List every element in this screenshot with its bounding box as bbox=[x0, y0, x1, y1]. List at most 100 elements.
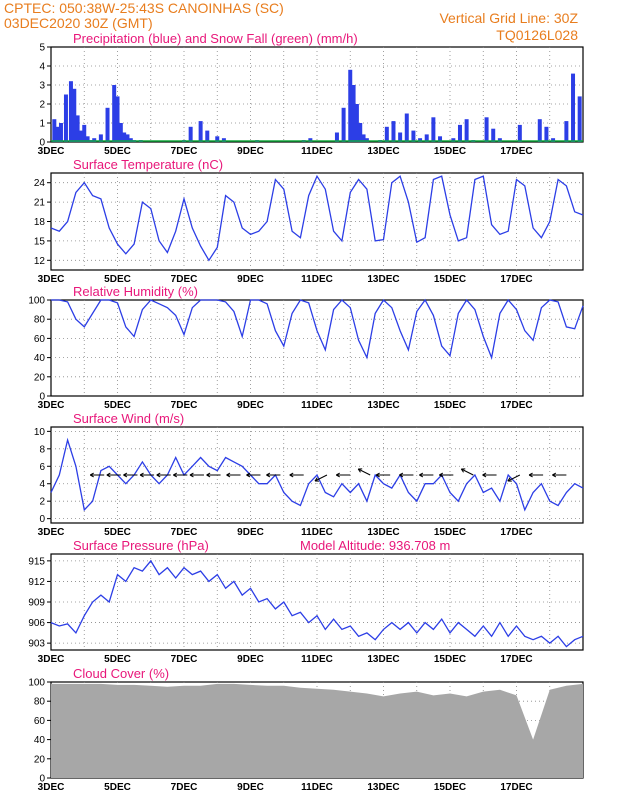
wind-arrow-14 bbox=[357, 468, 371, 476]
precip-bar-64 bbox=[438, 136, 443, 142]
y-tick-label-3-5: 10 bbox=[34, 427, 46, 438]
x-tick-label-1-1: 5DEC bbox=[104, 274, 131, 285]
y-tick-label-0-0: 0 bbox=[39, 138, 45, 149]
y-tick-label-5-2: 40 bbox=[34, 735, 46, 746]
wind-arrowhead-19 bbox=[460, 468, 466, 473]
x-tick-label-0-5: 13DEC bbox=[367, 146, 399, 157]
panel-title-5: Cloud Cover (%) bbox=[73, 666, 169, 681]
precip-bar-58 bbox=[398, 132, 403, 142]
y-tick-label-0-2: 2 bbox=[39, 100, 45, 111]
x-tick-label-2-0: 3DEC bbox=[38, 400, 65, 411]
precip-bar-3 bbox=[63, 94, 68, 142]
y-tick-label-1-0: 12 bbox=[34, 256, 46, 267]
panel-title-1: Surface Temperature (nC) bbox=[73, 157, 223, 172]
y-tick-label-4-2: 909 bbox=[28, 598, 45, 609]
precip-bar-11 bbox=[92, 138, 97, 142]
x-tick-label-5-4: 11DEC bbox=[301, 782, 333, 793]
precip-bar-57 bbox=[391, 121, 396, 142]
precip-bar-47 bbox=[341, 107, 346, 142]
precip-bar-19 bbox=[128, 138, 133, 142]
y-tick-label-0-4: 4 bbox=[39, 62, 45, 73]
wind-arrowhead-12 bbox=[314, 477, 319, 482]
x-tick-label-0-1: 5DEC bbox=[104, 146, 131, 157]
y-tick-label-0-5: 5 bbox=[39, 43, 45, 54]
x-tick-label-4-3: 9DEC bbox=[237, 654, 264, 665]
precip-bar-59 bbox=[404, 113, 409, 142]
precip-bar-85 bbox=[577, 96, 582, 142]
precip-bar-79 bbox=[537, 119, 542, 142]
precip-bar-71 bbox=[484, 117, 489, 142]
y-tick-label-5-1: 20 bbox=[34, 754, 46, 765]
x-tick-label-4-0: 3DEC bbox=[38, 654, 65, 665]
x-tick-label-2-7: 17DEC bbox=[500, 400, 532, 411]
precip-bar-12 bbox=[98, 134, 103, 142]
y-tick-label-2-2: 40 bbox=[34, 353, 46, 364]
y-tick-label-2-1: 20 bbox=[34, 372, 46, 383]
y-tick-label-1-1: 15 bbox=[34, 236, 46, 247]
x-tick-label-2-1: 5DEC bbox=[104, 400, 131, 411]
series-line-4 bbox=[50, 559, 584, 648]
precip-bar-48 bbox=[348, 69, 353, 142]
x-tick-label-4-4: 11DEC bbox=[301, 654, 333, 665]
wind-arrow-19 bbox=[461, 468, 474, 476]
x-tick-label-5-3: 9DEC bbox=[237, 782, 264, 793]
x-tick-label-3-4: 11DEC bbox=[301, 527, 333, 538]
series-line-2 bbox=[51, 298, 584, 360]
wind-arrowhead-20 bbox=[482, 472, 487, 478]
wind-arrowhead-23 bbox=[552, 472, 557, 478]
x-tick-label-5-0: 3DEC bbox=[38, 782, 65, 793]
y-tick-label-5-4: 80 bbox=[34, 697, 46, 708]
wind-arrowhead-15 bbox=[375, 472, 380, 478]
precip-bar-63 bbox=[431, 117, 436, 142]
x-tick-label-0-2: 7DEC bbox=[171, 146, 198, 157]
x-tick-label-3-7: 17DEC bbox=[500, 527, 532, 538]
precip-bar-13 bbox=[105, 107, 110, 142]
precip-bar-30 bbox=[215, 136, 220, 142]
y-tick-label-3-3: 6 bbox=[39, 462, 45, 473]
precip-bar-62 bbox=[424, 134, 429, 142]
precip-bar-7 bbox=[78, 130, 83, 142]
x-tick-label-3-3: 9DEC bbox=[237, 527, 264, 538]
precip-bar-53 bbox=[364, 138, 369, 142]
x-tick-label-3-5: 13DEC bbox=[367, 527, 399, 538]
precip-bar-14 bbox=[112, 85, 117, 142]
x-tick-label-5-1: 5DEC bbox=[104, 782, 131, 793]
precip-bar-52 bbox=[361, 134, 366, 142]
precip-bar-50 bbox=[354, 104, 359, 142]
series-line-3 bbox=[50, 437, 584, 512]
x-tick-label-4-5: 13DEC bbox=[367, 654, 399, 665]
wind-arrowhead-4 bbox=[156, 472, 161, 478]
precip-bar-18 bbox=[125, 134, 130, 142]
y-tick-label-3-2: 4 bbox=[39, 479, 45, 490]
x-tick-label-5-7: 17DEC bbox=[500, 782, 532, 793]
y-tick-label-0-1: 1 bbox=[39, 119, 45, 130]
precip-bar-66 bbox=[451, 138, 456, 142]
wind-arrow-21 bbox=[507, 474, 521, 482]
precip-bar-67 bbox=[457, 124, 462, 142]
series-line-1 bbox=[50, 174, 584, 262]
y-tick-label-1-3: 21 bbox=[34, 198, 46, 209]
precip-bar-60 bbox=[411, 130, 416, 142]
wind-arrowhead-3 bbox=[139, 472, 144, 478]
panel-title-4: Surface Pressure (hPa) bbox=[73, 538, 209, 553]
precip-bar-51 bbox=[358, 123, 363, 142]
x-tick-label-5-6: 15DEC bbox=[434, 782, 466, 793]
precip-bar-80 bbox=[544, 126, 549, 142]
precip-bar-15 bbox=[115, 96, 120, 142]
x-tick-label-4-7: 17DEC bbox=[500, 654, 532, 665]
x-tick-label-2-4: 11DEC bbox=[301, 400, 333, 411]
wind-arrowhead-2 bbox=[123, 472, 128, 478]
y-tick-label-3-4: 8 bbox=[39, 444, 45, 455]
x-tick-label-1-7: 17DEC bbox=[500, 274, 532, 285]
y-tick-label-5-0: 0 bbox=[39, 774, 45, 785]
x-tick-label-5-5: 13DEC bbox=[367, 782, 399, 793]
wind-arrow-12 bbox=[314, 474, 328, 482]
y-tick-label-5-5: 100 bbox=[28, 678, 45, 689]
x-tick-label-1-2: 7DEC bbox=[171, 274, 198, 285]
x-tick-label-0-6: 15DEC bbox=[434, 146, 466, 157]
chart-panels: 3DEC 5DEC 7DEC 9DEC 11DEC 13DEC 15DEC 17DEC0123… bbox=[28, 31, 584, 793]
precip-bar-73 bbox=[497, 138, 502, 142]
precip-bar-42 bbox=[308, 138, 313, 142]
wind-arrowhead-10 bbox=[266, 472, 271, 478]
x-tick-label-2-6: 15DEC bbox=[434, 400, 466, 411]
